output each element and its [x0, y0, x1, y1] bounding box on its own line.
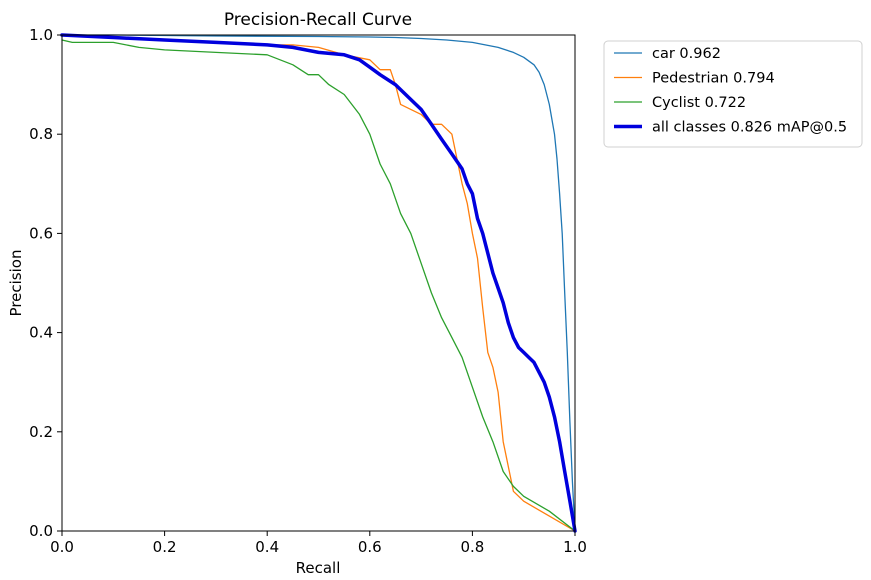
plot-area: 0.0 0.2 0.4 0.6 0.8 1.0 0.0 0.2 0.4 0.6 0.8 1.0 — [29, 26, 587, 556]
x-axis-label: Recall — [296, 559, 341, 577]
legend-label: all classes 0.826 mAP@0.5 — [652, 120, 847, 136]
series-line-all-classes — [60, 33, 577, 533]
chart-title: Precision-Recall Curve — [224, 10, 412, 30]
axes-frame — [61, 34, 576, 532]
series-line-pedestrian — [61, 34, 576, 532]
y-tick-label: 0.8 — [29, 125, 53, 143]
x-tick-label: 0.6 — [358, 538, 382, 556]
legend-label: Pedestrian 0.794 — [652, 71, 775, 87]
legend: car 0.962 Pedestrian 0.794 Cyclist 0.722 al… — [603, 40, 863, 148]
y-tick-label: 0.4 — [29, 324, 53, 342]
x-tick-label: 1.0 — [563, 538, 587, 556]
x-tick-label: 0.8 — [460, 538, 484, 556]
y-tick-label: 1.0 — [29, 26, 53, 44]
y-tick-label: 0.6 — [29, 224, 53, 242]
series-line-car — [61, 34, 576, 532]
legend-label: Cyclist 0.722 — [652, 95, 746, 111]
x-tick-label: 0.4 — [255, 538, 279, 556]
series-line-cyclist — [61, 39, 576, 532]
y-tick-label: 0.2 — [29, 423, 53, 441]
x-tick-label: 0.2 — [153, 538, 177, 556]
y-tick-label: 0.0 — [29, 522, 53, 540]
legend-label: car 0.962 — [652, 46, 721, 62]
x-tick-label: 0.0 — [50, 538, 74, 556]
y-axis-label: Precision — [7, 250, 25, 317]
legend-box — [603, 40, 863, 148]
